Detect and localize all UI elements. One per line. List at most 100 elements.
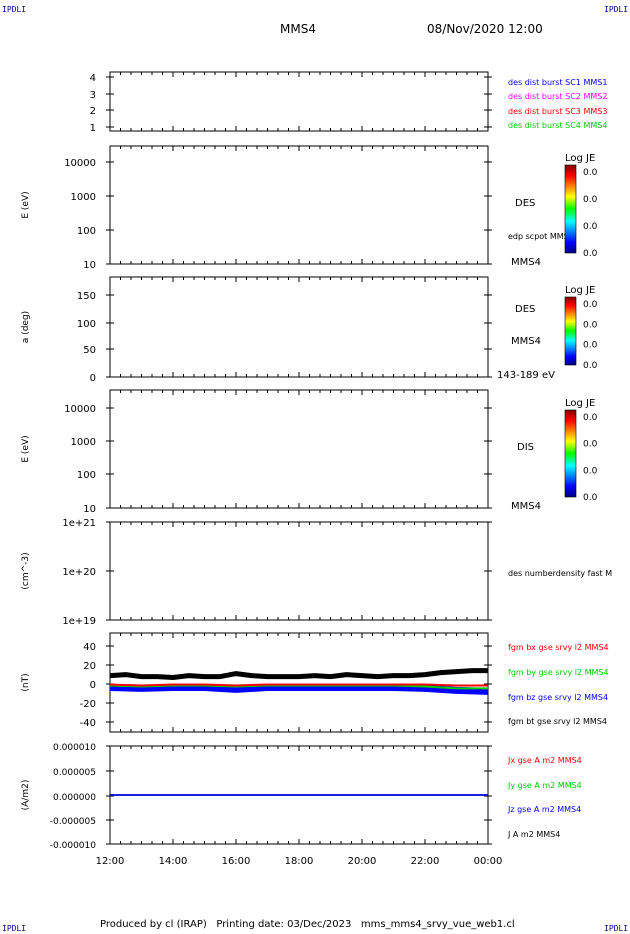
y-tick-label: 20: [83, 661, 96, 672]
y-tick-label: 0.000000: [53, 793, 96, 803]
series-label: MMS4: [511, 336, 541, 347]
y-tick-label: -0.000005: [50, 817, 96, 827]
y-tick-label: 10: [83, 504, 96, 515]
panel-2: 10000 1000 100 10 E (eV) DES edp scpot MMS4 MMS…: [21, 145, 574, 271]
x-tick-label: 22:00: [411, 856, 440, 867]
series-label: des dist burst SC3 MMS3: [508, 107, 607, 116]
colorbar-title: Log JE: [565, 153, 595, 164]
y-tick-label: -40: [80, 718, 96, 729]
series-label: fgm by gse srvy l2 MMS4: [508, 668, 609, 677]
panel-frame: [109, 276, 489, 378]
panel-frame: [109, 521, 489, 621]
colorbar-1: Log JE 0.0 0.0 0.0 0.0: [564, 153, 598, 259]
colorbar-3: Log JE 0.0 0.0 0.0 0.0: [564, 398, 598, 503]
y-tick-label: 3: [90, 90, 96, 101]
footer: Produced by cl (IRAP) Printing date: 03/…: [100, 919, 515, 930]
series-label: fgm bx gse srvy l2 MMS4: [508, 643, 609, 652]
panel-1: 4 3 2 1 des dist burst SC1 MMS1 des dist burs…: [90, 71, 607, 134]
corner-label-bottom-left: IPDLI: [2, 924, 27, 933]
y-tick-label: 50: [83, 345, 96, 356]
x-tick-label: 18:00: [285, 856, 314, 867]
y-tick-label: 1: [90, 123, 96, 134]
series-label: J A m2 MMS4: [507, 830, 560, 839]
panel-7: 0.000010 0.000005 0.000000 -0.000005 -0.0000…: [21, 743, 582, 851]
series-label: fgm bt gse srvy l2 MMS4: [508, 717, 607, 726]
date-time-title: 08/Nov/2020 12:00: [427, 22, 543, 36]
y-tick-label: 1e+21: [62, 518, 96, 529]
y-tick-label: 100: [77, 226, 96, 237]
colorbar-gradient: [564, 164, 577, 254]
y-axis-label: (nT): [21, 673, 31, 691]
y-tick-label: 1000: [71, 437, 96, 448]
y-tick-label: 0: [90, 680, 96, 691]
corner-label-top-left: IPDLI: [2, 5, 27, 14]
y-tick-label: -0.000010: [50, 841, 96, 851]
x-tick-label: 00:00: [474, 856, 503, 867]
y-tick-label: 0.000010: [53, 743, 96, 753]
colorbar-tick-label: 0.0: [583, 249, 598, 259]
colorbar-gradient: [564, 296, 577, 366]
series-label: Jz gse A m2 MMS4: [507, 805, 581, 814]
y-tick-label: 150: [77, 291, 96, 302]
colorbar-tick-label: 0.0: [583, 466, 598, 476]
series-line-fgm-bx-gse-srvy-l2-MMS4: [109, 683, 488, 687]
series-label: MMS4: [511, 257, 541, 268]
series-label: Jy gse A m2 MMS4: [507, 781, 582, 790]
series-label: edp scpot MMS4: [508, 232, 574, 241]
y-tick-label: 1e+19: [62, 616, 96, 627]
series-label: fgm bz gse srvy l2 MMS4: [508, 693, 608, 702]
panel-frame: [109, 71, 489, 132]
colorbar-2: Log JE 0.0 0.0 0.0 0.0: [564, 285, 598, 371]
y-tick-label: 100: [77, 319, 96, 330]
corner-label-top-right: IPDLI: [604, 5, 629, 14]
y-tick-label: 1e+20: [62, 567, 96, 578]
colorbar-tick-label: 0.0: [583, 195, 598, 205]
colorbar-tick-label: 0.0: [583, 413, 598, 423]
footer-produced-by: Produced by cl (IRAP): [100, 919, 207, 930]
x-tick-label: 16:00: [222, 856, 251, 867]
colorbar-tick-label: 0.0: [583, 300, 598, 310]
series-line-fgm-bz-gse-srvy-l2-MMS4: [109, 684, 489, 695]
series-label: des dist burst SC1 MMS1: [508, 78, 607, 87]
y-tick-label: 0: [90, 373, 96, 384]
y-tick-label: 4: [90, 73, 96, 84]
y-tick-label: 100: [77, 470, 96, 481]
colorbar-gradient: [564, 409, 577, 498]
colorbar-tick-label: 0.0: [583, 222, 598, 232]
panel-3: 150 100 50 0 a (deg) DES MMS4 143-189 eV: [21, 276, 555, 384]
series-label: MMS4: [511, 501, 541, 512]
panel-frame: [109, 389, 489, 509]
colorbar-title: Log JE: [565, 398, 595, 409]
series-label: des numberdensity fast M: [508, 569, 612, 578]
colorbar-tick-label: 0.0: [583, 168, 598, 178]
y-tick-label: 1000: [71, 192, 96, 203]
series-label: DIS: [517, 442, 534, 453]
panel-frame: [109, 145, 489, 265]
colorbar-tick-label: 0.0: [583, 440, 598, 450]
colorbar-tick-label: 0.0: [583, 320, 598, 330]
series-label: 143-189 eV: [497, 370, 555, 381]
y-tick-label: 10000: [64, 158, 96, 169]
y-tick-label: 10: [83, 260, 96, 271]
series-line-fgm-bt-gse-srvy-l2-MMS4: [109, 668, 488, 680]
spacecraft-title: MMS4: [280, 22, 316, 36]
corner-label-bottom-right: IPDLI: [604, 924, 629, 933]
colorbar-tick-label: 0.0: [583, 361, 598, 371]
panel-5: 1e+21 1e+20 1e+19 (cm^-3) des numberdensity …: [21, 518, 612, 627]
y-tick-label: 0.000005: [53, 768, 96, 778]
y-tick-label: -20: [80, 699, 96, 710]
y-tick-label: 2: [90, 106, 96, 117]
series-label: des dist burst SC4 MMS4: [508, 121, 607, 130]
y-axis-label: E (eV): [21, 435, 31, 462]
panel-4: 10000 1000 100 10 E (eV) DIS MMS4: [21, 389, 541, 515]
series-label: DES: [515, 198, 535, 209]
series-label: DES: [515, 304, 535, 315]
y-tick-label: 10000: [64, 404, 96, 415]
y-axis-label: E (eV): [21, 191, 31, 218]
series-label: des dist burst SC2 MMS2: [508, 92, 607, 101]
x-tick-label: 12:00: [96, 856, 125, 867]
footer-printing-date: Printing date: 03/Dec/2023: [216, 919, 352, 930]
y-axis-label: a (deg): [21, 311, 31, 343]
y-tick-label: 40: [83, 642, 96, 653]
